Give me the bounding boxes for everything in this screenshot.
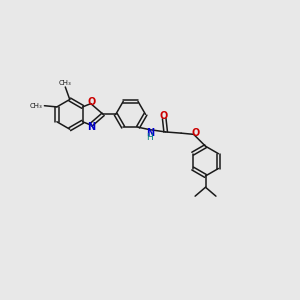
Text: H: H	[147, 134, 153, 142]
Text: CH₃: CH₃	[29, 103, 42, 109]
Text: CH₃: CH₃	[59, 80, 72, 86]
Text: O: O	[191, 128, 200, 138]
Text: O: O	[87, 97, 95, 107]
Text: N: N	[87, 122, 95, 131]
Text: N: N	[146, 128, 154, 138]
Text: O: O	[160, 111, 168, 121]
